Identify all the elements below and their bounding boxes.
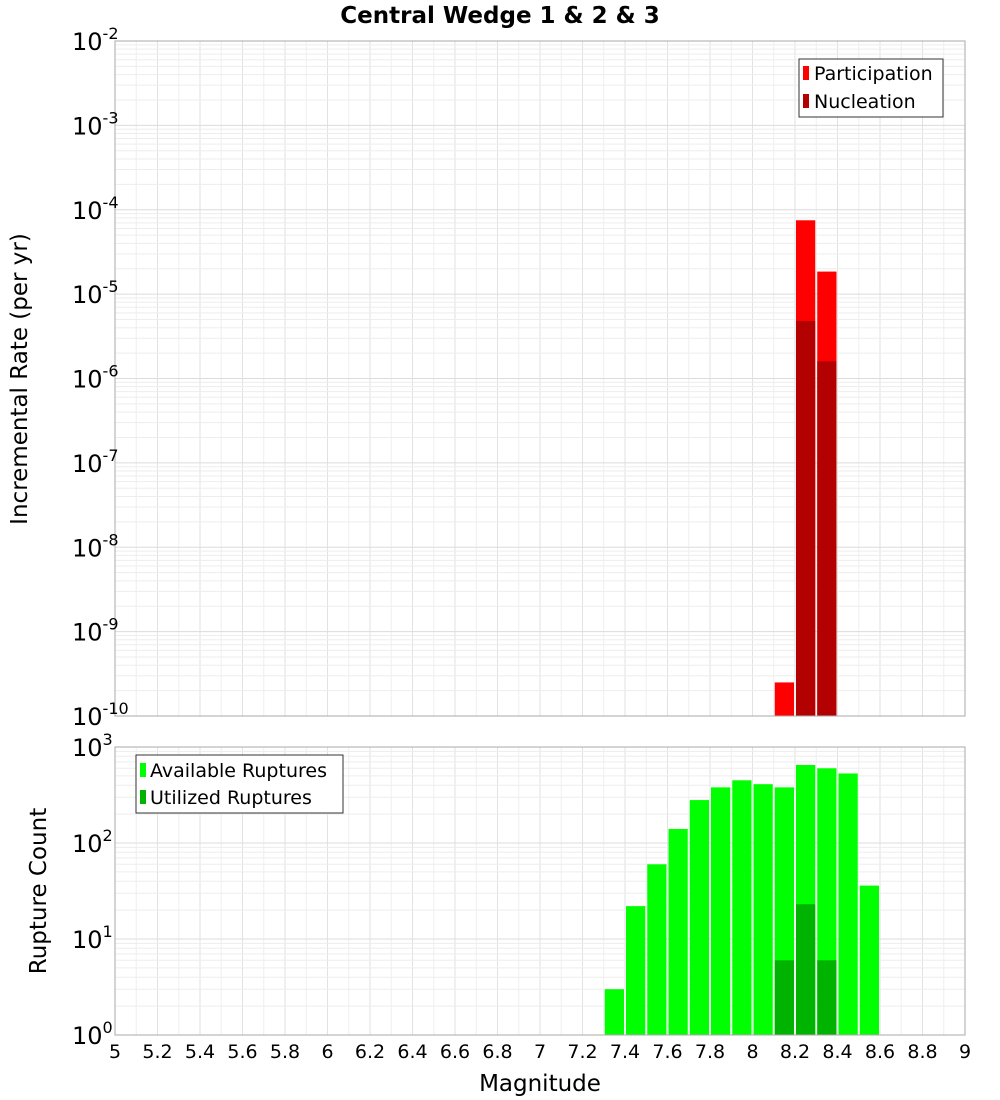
legend-label-nucleation: Nucleation [814,91,916,113]
legend-swatch-utilized-ruptures [140,790,146,804]
x-tick-label: 5 [109,1041,121,1063]
y-tick-label: 103 [72,730,113,762]
x-tick-label: 5.2 [142,1041,172,1063]
legend-label-utilized-ruptures: Utilized Ruptures [150,787,312,809]
bar-available-ruptures [604,989,624,1035]
x-tick-label: 8 [746,1041,758,1063]
bar-available-ruptures [689,800,709,1035]
top-grid [115,41,965,717]
y-tick-label: 10-5 [72,277,119,309]
bottom-y-tick-labels: 100 101 102 103 [72,730,113,1050]
bar-available-ruptures [626,906,646,1035]
legend-swatch-nucleation [803,94,809,108]
x-tick-label: 6.4 [397,1041,427,1063]
y-tick-label: 10-2 [72,24,119,56]
bar-nucleation [817,361,837,716]
y-tick-label: 10-8 [72,530,119,562]
x-tick-label: 7.4 [610,1041,640,1063]
y-tick-label: 10-7 [72,446,119,478]
x-tick-label: 6.6 [440,1041,470,1063]
bottom-legend: Available Ruptures Utilized Ruptures [135,754,344,814]
bottom-plot-border [114,746,966,1036]
x-tick-label: 5.8 [270,1041,300,1063]
top-legend-box [798,58,944,118]
bar-utilized-ruptures [796,904,816,1035]
bar-available-ruptures [668,828,688,1035]
top-y-axis-label: Incremental Rate (per yr) [7,233,33,525]
bottom-y-axis-label: Rupture Count [26,808,52,974]
x-tick-label: 9 [959,1041,971,1063]
x-tick-label: 7.2 [567,1041,597,1063]
y-tick-label: 10-9 [72,615,119,647]
y-tick-label: 10-10 [72,699,129,731]
legend-label-participation: Participation [814,63,933,85]
x-tick-label: 8.2 [780,1041,810,1063]
x-tick-label: 7.8 [695,1041,725,1063]
x-axis-label: Magnitude [479,1071,601,1097]
x-tick-label: 8.6 [865,1041,895,1063]
x-tick-label: 8.8 [907,1041,937,1063]
y-tick-label: 10-3 [72,108,119,140]
top-panel: 10-10 10-9 10-8 10-7 10-6 10-5 10-4 10-3 10-2 In… [7,24,966,731]
x-tick-label: 7 [534,1041,546,1063]
bottom-panel: 100 101 102 103 5 5.2 5.4 5.6 5.8 6 6.2 6.4 6.6 6.8 7… [26,730,971,1097]
bar-utilized-ruptures [774,960,794,1035]
x-tick-label: 6 [321,1041,333,1063]
top-y-tick-labels: 10-10 10-9 10-8 10-7 10-6 10-5 10-4 10-3 10-2 [72,24,129,731]
top-bars [774,220,837,717]
y-tick-label: 102 [72,826,113,858]
legend-swatch-participation [803,66,809,80]
bar-available-ruptures [859,885,879,1035]
top-legend: Participation Nucleation [798,58,944,118]
x-tick-label: 6.2 [355,1041,385,1063]
legend-label-available-ruptures: Available Ruptures [150,760,327,782]
bar-available-ruptures [711,787,731,1035]
x-tick-label: 8.4 [822,1041,852,1063]
bottom-legend-box [135,754,344,814]
x-tick-label: 5.6 [227,1041,257,1063]
bar-available-ruptures [647,864,667,1035]
x-tick-label: 6.8 [482,1041,512,1063]
bar-utilized-ruptures [817,960,837,1035]
bottom-bars [604,764,879,1035]
bar-available-ruptures [753,784,773,1035]
x-tick-label: 5.4 [185,1041,215,1063]
bar-participation [774,682,794,716]
y-tick-label: 10-6 [72,362,119,394]
chart-title: Central Wedge 1 & 2 & 3 [340,3,659,29]
x-tick-labels: 5 5.2 5.4 5.6 5.8 6 6.2 6.4 6.6 6.8 7 7.2 7.4 7.6 7.8 8… [109,1041,971,1063]
legend-swatch-available-ruptures [140,763,146,777]
x-tick-label: 7.6 [652,1041,682,1063]
y-tick-label: 10-4 [72,193,119,225]
bar-available-ruptures [732,780,752,1035]
bar-nucleation [796,321,816,716]
y-tick-label: 100 [72,1018,113,1050]
y-tick-label: 101 [72,922,113,954]
bar-available-ruptures [838,773,858,1035]
top-plot-border [114,40,966,717]
